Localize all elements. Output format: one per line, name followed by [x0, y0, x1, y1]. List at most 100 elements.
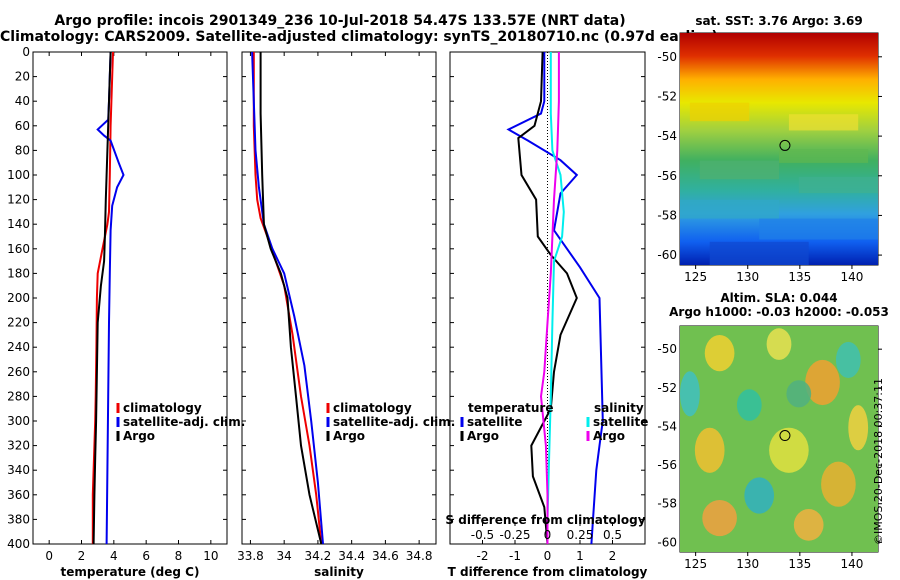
- difference-s-xlabel: S difference from climatology: [445, 513, 645, 527]
- sla_map-title: Altim. SLA: 0.044: [720, 291, 837, 305]
- depth-tick-label: 200: [7, 291, 30, 305]
- depth-tick-label: 20: [15, 70, 30, 84]
- sla_map-blob: [805, 359, 840, 406]
- difference-s-xtick-label: 0.25: [567, 528, 594, 542]
- salinity-xtick-label: 33.8: [237, 549, 264, 563]
- difference-s-xtick-label: 0.5: [603, 528, 622, 542]
- depth-tick-label: 260: [7, 365, 30, 379]
- sst_map-patch: [680, 200, 779, 219]
- difference-s-xtick-label: -0.5: [471, 528, 494, 542]
- difference-xtick-label: -2: [477, 549, 489, 563]
- difference-series-s-satellite: [546, 52, 565, 544]
- depth-tick-label: 100: [7, 168, 30, 182]
- depth-tick-label: 380: [7, 512, 30, 526]
- sla_map-ytick-label: -50: [657, 342, 677, 356]
- depth-tick-label: 60: [15, 119, 30, 133]
- sst_map-argo-marker: [779, 139, 791, 151]
- temperature-legend-label: Argo: [123, 429, 155, 443]
- difference-legend-label: satellite: [467, 415, 522, 429]
- difference-xtick-label: 0: [544, 549, 552, 563]
- sla_map-blob: [766, 328, 792, 360]
- depth-tick-label: 180: [7, 266, 30, 280]
- temperature-xtick-label: 6: [142, 549, 150, 563]
- sla_map-blob: [821, 461, 856, 507]
- salinity-xtick-label: 34.2: [305, 549, 332, 563]
- difference-legend-title-t: temperature: [468, 401, 553, 415]
- imos-timestamp: ©IMOS 20-Dec-2018 00:37:11: [872, 378, 885, 545]
- difference-legend-title-s: salinity: [594, 401, 644, 415]
- difference-s-xtick-label: 0: [544, 528, 552, 542]
- sst_map-patch: [689, 102, 750, 122]
- depth-tick-label: 340: [7, 463, 30, 477]
- sla_map-argo-marker: [779, 430, 791, 442]
- sla_map-blob: [702, 500, 737, 537]
- salinity-xtick-label: 34.6: [372, 549, 399, 563]
- sst_map-patch: [779, 149, 869, 163]
- sla_map-ytick-label: -58: [657, 497, 677, 511]
- sst_map-xtick-label: 135: [788, 270, 811, 284]
- sla_map-blob: [744, 477, 775, 514]
- sla_map-ytick-label: -56: [657, 458, 677, 472]
- difference-xtick-label: -1: [509, 549, 521, 563]
- salinity-xtick-label: 34.4: [338, 549, 365, 563]
- difference-xlabel: T difference from climatology: [448, 565, 648, 579]
- sla_map-xtick-label: 125: [684, 557, 707, 571]
- depth-tick-label: 220: [7, 316, 30, 330]
- salinity-legend-label: satellite-adj. clim.: [333, 415, 455, 429]
- sla_map-ytick-label: -54: [657, 419, 677, 433]
- depth-tick-label: 300: [7, 414, 30, 428]
- sst_map-patch: [759, 218, 878, 240]
- depth-tick-label: 140: [7, 217, 30, 231]
- temperature-frame: [32, 51, 228, 545]
- sla_map-title: Argo h1000: -0.03 h2000: -0.053: [669, 305, 889, 319]
- temperature-xtick-label: 0: [45, 549, 53, 563]
- sst_map-ytick-label: -54: [657, 129, 677, 143]
- difference-series-t-argo: [517, 52, 578, 544]
- sla_map-blob: [704, 335, 735, 372]
- depth-tick-label: 120: [7, 193, 30, 207]
- temperature-series-climatology: [91, 52, 114, 544]
- sla_map-blob: [769, 427, 809, 473]
- difference-legend-label: Argo: [593, 429, 625, 443]
- salinity-legend-label: climatology: [333, 401, 412, 415]
- figure-title-line2: Climatology: CARS2009. Satellite-adjuste…: [0, 29, 718, 45]
- depth-tick-label: 400: [7, 537, 30, 551]
- sst_map-ytick-label: -50: [657, 50, 677, 64]
- sla_map-xtick-label: 140: [840, 557, 863, 571]
- temperature-xtick-label: 8: [175, 549, 183, 563]
- temperature-legend-label: climatology: [123, 401, 202, 415]
- difference-xtick-label: 1: [576, 549, 584, 563]
- salinity-series-argo: [259, 52, 323, 544]
- sla_map-xtick-label: 130: [736, 557, 759, 571]
- depth-tick-label: 360: [7, 488, 30, 502]
- difference-s-xtick-label: -0.25: [499, 528, 530, 542]
- temperature-xtick-label: 10: [203, 549, 218, 563]
- temperature-series-argo: [92, 52, 112, 544]
- sla_map-xtick-label: 135: [788, 557, 811, 571]
- depth-tick-label: 0: [22, 45, 30, 59]
- difference-xtick-label: 2: [609, 549, 617, 563]
- temperature-legend-label: satellite-adj. clim.: [123, 415, 245, 429]
- depth-tick-label: 40: [15, 94, 30, 108]
- depth-tick-label: 240: [7, 340, 30, 354]
- sla_map-blob: [848, 405, 869, 451]
- sla_map-blob: [793, 509, 824, 541]
- temperature-xlabel: temperature (deg C): [61, 565, 200, 579]
- sla_map-ytick-label: -60: [657, 535, 677, 549]
- salinity-xtick-label: 34.8: [406, 549, 433, 563]
- temperature-xtick-label: 2: [78, 549, 86, 563]
- sla_map-blob: [786, 380, 812, 408]
- depth-tick-label: 80: [15, 143, 30, 157]
- difference-series-t-satellite: [506, 52, 604, 544]
- sst_map-patch: [798, 176, 878, 194]
- salinity-series-satellite-adj-clim-: [251, 52, 324, 544]
- difference-legend-label: Argo: [467, 429, 499, 443]
- sst_map-title: sat. SST: 3.76 Argo: 3.69: [695, 14, 862, 28]
- sst_map-patch: [699, 160, 779, 180]
- salinity-frame: [241, 51, 437, 545]
- depth-tick-label: 280: [7, 389, 30, 403]
- sst_map-ytick-label: -56: [657, 169, 677, 183]
- depth-tick-label: 320: [7, 439, 30, 453]
- temperature-xtick-label: 4: [110, 549, 118, 563]
- difference-legend-label: satellite: [593, 415, 648, 429]
